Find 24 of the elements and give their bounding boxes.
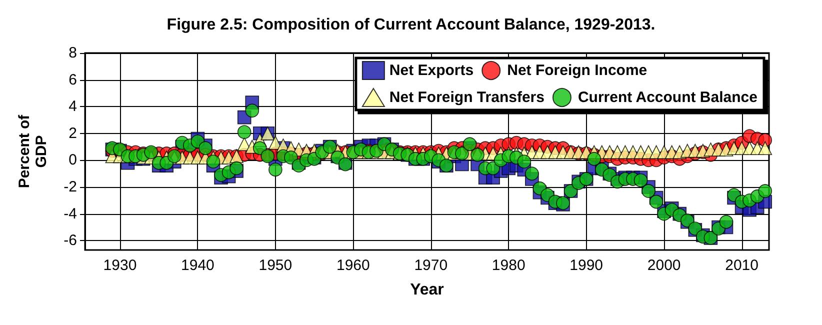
y-tick-label: 0 <box>68 152 77 169</box>
x-tick-label: 1960 <box>336 257 370 274</box>
y-axis-title: Percent of GDP <box>16 114 50 188</box>
x-tick-label: 1930 <box>103 257 137 274</box>
chart-title: Figure 2.5: Composition of Current Account Balance, 1929-2013. <box>166 16 656 34</box>
x-tick-label: 1940 <box>181 257 214 274</box>
x-tick-label: 1970 <box>414 257 448 274</box>
y-tick-label: 2 <box>68 124 77 142</box>
y-tick-label: 4 <box>68 98 77 116</box>
x-tick-label: 2010 <box>725 257 758 274</box>
y-tick-label: -2 <box>64 178 77 196</box>
y-tick-label: -4 <box>64 205 77 222</box>
x-tick-label: 1990 <box>570 257 604 274</box>
y-tick-label: -6 <box>64 232 77 250</box>
y-tick-label: 8 <box>68 44 77 62</box>
x-axis-title: Year <box>410 282 444 298</box>
y-tick-label: 6 <box>68 71 77 88</box>
legend-label: Net Exports <box>389 62 474 79</box>
x-tick-label: 2000 <box>647 257 681 274</box>
legend-label: Current Account Balance <box>578 89 758 106</box>
legend-label: Net Foreign Transfers <box>389 89 544 106</box>
legend-label: Net Foreign Income <box>507 62 648 79</box>
x-tick-label: 1980 <box>492 257 526 274</box>
x-tick-label: 1950 <box>258 257 292 274</box>
